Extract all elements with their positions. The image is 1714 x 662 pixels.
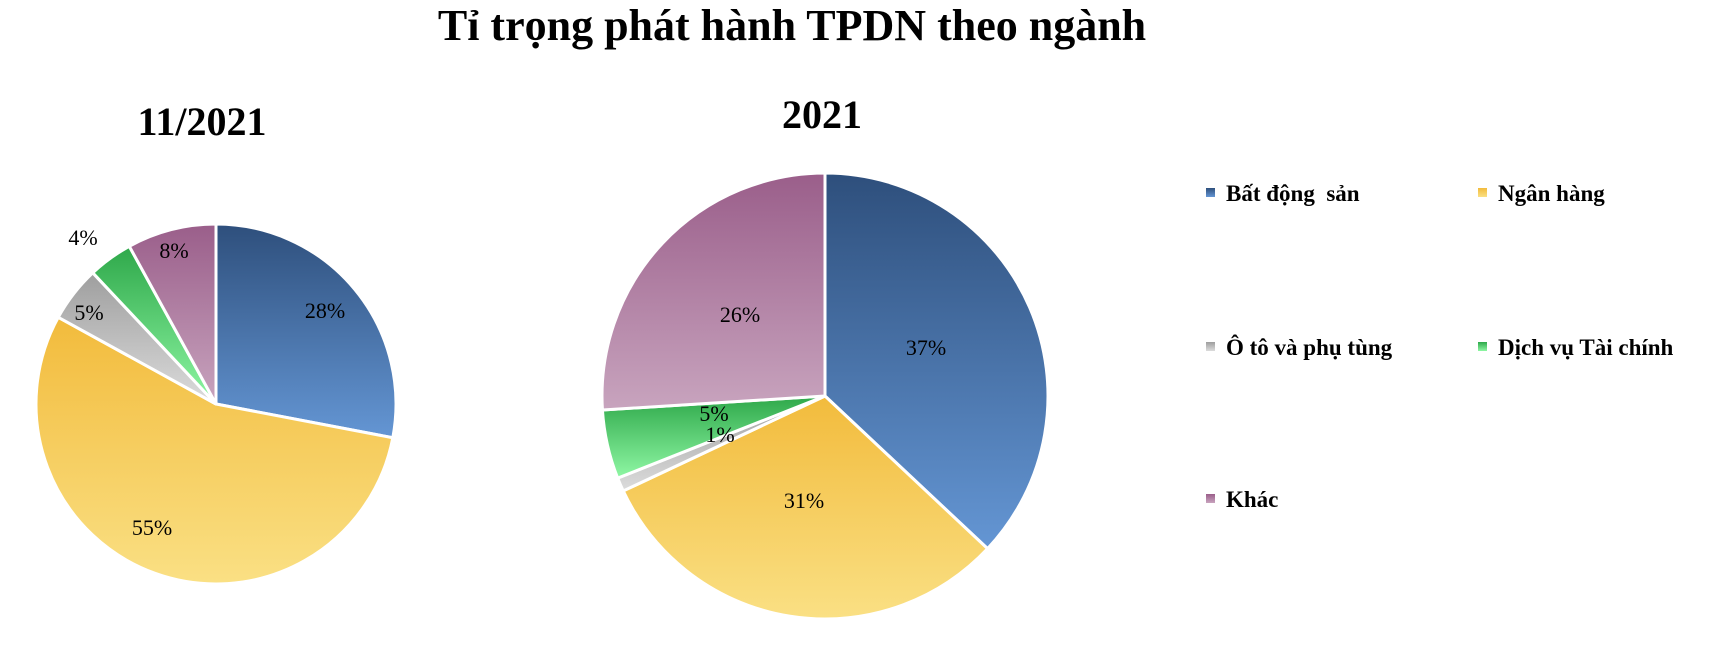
pie-1-title: 11/2021 bbox=[138, 99, 267, 144]
pie-2-label-dich-vu-tai-chinh: 5% bbox=[699, 401, 728, 426]
legend-label-khac: Khác bbox=[1226, 487, 1278, 512]
pie-1-label-bat-dong-san: 28% bbox=[305, 298, 345, 323]
pie-1-slices bbox=[34, 222, 398, 586]
legend-label-ngan-hang: Ngân hàng bbox=[1498, 181, 1605, 206]
pie-2-title: 2021 bbox=[782, 92, 862, 137]
pie-2-label-ngan-hang: 31% bbox=[784, 488, 824, 513]
pie-2-slice-bat-dong-san bbox=[823, 171, 1050, 551]
pie-chart-1: 11/2021 28% 55% 5% 4% 8% bbox=[34, 99, 398, 586]
legend-swatch-khac bbox=[1206, 494, 1215, 503]
legend-label-dich-vu-tai-chinh: Dịch vụ Tài chính bbox=[1498, 335, 1674, 360]
pie-1-slice-khac bbox=[127, 222, 218, 406]
pie-1-slice-ngan-hang bbox=[34, 315, 395, 586]
pie-2-label-bat-dong-san: 37% bbox=[906, 335, 946, 360]
pie-1-data-labels: 28% 55% 5% 4% 8% bbox=[68, 225, 345, 540]
pie-1-slice-bat-dong-san bbox=[214, 222, 398, 440]
pie-2-label-o-to-va-phu-tung: 1% bbox=[705, 422, 734, 447]
legend-item-ngan-hang: Ngân hàng bbox=[1478, 181, 1605, 206]
legend-item-bat-dong-san: Bất động sản bbox=[1206, 181, 1360, 206]
legend-swatch-o-to-va-phu-tung bbox=[1206, 342, 1215, 351]
chart-main-title: Tỉ trọng phát hành TPDN theo ngành bbox=[438, 1, 1146, 50]
legend-label-o-to-va-phu-tung: Ô tô và phụ tùng bbox=[1226, 334, 1393, 360]
pie-1-label-khac: 8% bbox=[159, 238, 188, 263]
pie-2-data-labels: 37% 31% 1%5% 26% bbox=[699, 302, 946, 513]
legend-item-dich-vu-tai-chinh: Dịch vụ Tài chính bbox=[1478, 335, 1674, 360]
pie-2-label-khac: 26% bbox=[720, 302, 760, 327]
pie-1-label-o-to-va-phu-tung: 5% bbox=[74, 300, 103, 325]
legend-swatch-ngan-hang bbox=[1478, 188, 1487, 197]
pie-1-label-dich-vu-tai-chinh: 4% bbox=[68, 225, 97, 250]
legend-swatch-dich-vu-tai-chinh bbox=[1478, 342, 1487, 351]
pie-2-slice-khac bbox=[600, 171, 827, 412]
legend-item-o-to-va-phu-tung: Ô tô và phụ tùng bbox=[1206, 334, 1393, 360]
pie-1-label-ngan-hang: 55% bbox=[132, 515, 172, 540]
pie-2-slices bbox=[600, 171, 1050, 621]
legend: Bất động sản Ngân hàng Ô tô và phụ tùng Dịc… bbox=[1206, 181, 1674, 512]
pie-chart-2: 2021 37% 31% 1%5% 26% bbox=[600, 92, 1050, 621]
legend-item-khac: Khác bbox=[1206, 487, 1278, 512]
legend-swatch-bat-dong-san bbox=[1206, 188, 1215, 197]
legend-label-bat-dong-san: Bất động sản bbox=[1226, 181, 1360, 206]
pie-2-slice-ngan-hang bbox=[621, 394, 990, 621]
